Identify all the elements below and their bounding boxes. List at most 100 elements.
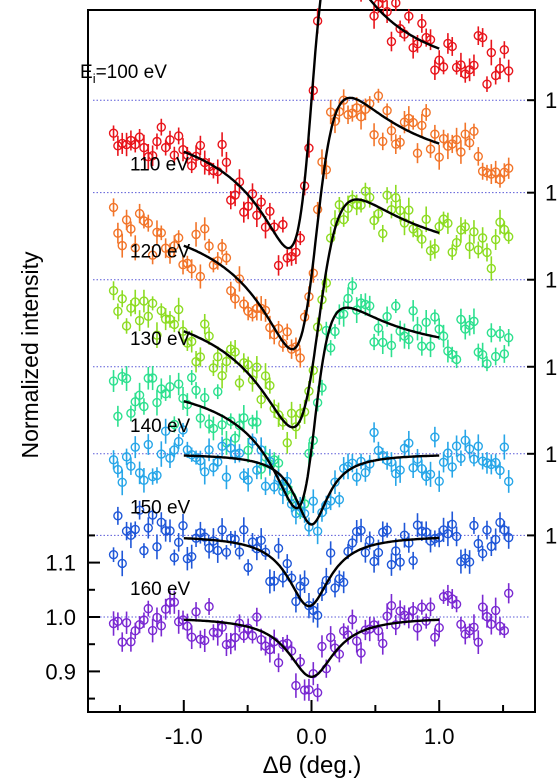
data-point — [482, 359, 492, 369]
data-point — [256, 445, 266, 455]
data-point — [108, 286, 119, 296]
data-point — [430, 432, 440, 442]
baselines — [93, 99, 530, 618]
series-label: 160 eV — [130, 579, 191, 600]
data-point — [382, 190, 392, 200]
data-point — [147, 373, 158, 383]
data-point — [425, 469, 436, 480]
data-point — [464, 444, 475, 454]
data-point — [378, 0, 388, 3]
data-point — [378, 638, 388, 649]
data-point — [486, 263, 497, 274]
data-point — [430, 312, 440, 322]
data-point — [117, 294, 127, 304]
data-point — [230, 632, 240, 643]
data-point — [382, 6, 392, 17]
data-point — [447, 247, 457, 257]
data-point — [204, 331, 214, 341]
data-point — [173, 379, 184, 389]
data-points — [108, 0, 514, 702]
data-point — [234, 547, 245, 557]
data-point — [378, 228, 388, 239]
data-point — [256, 535, 266, 546]
data-point — [456, 147, 466, 157]
data-point — [482, 525, 492, 535]
data-point — [321, 165, 332, 175]
data-point — [256, 197, 266, 207]
x-ticks: -1.0 0.0 1.0 — [118, 700, 505, 749]
data-point — [490, 234, 501, 245]
x-tick-label: 0.0 — [296, 724, 327, 749]
data-point — [477, 548, 488, 559]
data-point — [221, 472, 232, 482]
data-point — [260, 481, 271, 491]
data-point — [200, 532, 210, 542]
data-point — [204, 241, 214, 251]
data-point — [230, 347, 240, 357]
data-point — [234, 378, 245, 388]
data-point — [291, 680, 301, 691]
y-tick-label: 1.1 — [45, 551, 76, 576]
data-point — [456, 453, 466, 463]
data-point — [408, 306, 418, 316]
data-point — [178, 520, 188, 531]
data-point — [373, 91, 384, 101]
data-point — [165, 381, 175, 392]
data-point — [391, 0, 401, 8]
data-point — [234, 274, 245, 284]
data-point — [325, 343, 336, 353]
data-point — [347, 280, 358, 291]
data-point — [382, 105, 392, 116]
data-point — [243, 445, 253, 456]
data-point — [191, 385, 201, 396]
data-point — [113, 616, 123, 627]
data-point — [108, 202, 119, 213]
data-point — [143, 311, 153, 322]
data-point — [464, 557, 475, 567]
data-point — [143, 603, 153, 614]
data-point — [130, 297, 140, 307]
data-point — [156, 122, 167, 132]
data-point — [291, 247, 301, 258]
data-point — [469, 622, 479, 632]
x-tick-label: -1.0 — [165, 724, 203, 749]
data-point — [217, 370, 227, 381]
right-axis-label: 1 — [545, 181, 557, 206]
data-point — [121, 215, 132, 225]
data-point — [391, 620, 401, 630]
data-point — [265, 380, 275, 391]
data-point — [152, 397, 162, 408]
data-point — [369, 130, 379, 140]
data-point — [434, 152, 444, 162]
data-point — [282, 438, 292, 448]
data-point — [490, 351, 501, 362]
series-label: Ei=100 eV — [80, 62, 167, 86]
data-point — [438, 331, 449, 341]
data-point — [365, 192, 375, 203]
data-point — [421, 107, 431, 118]
data-point — [139, 475, 149, 486]
data-point — [325, 548, 336, 558]
data-point — [404, 11, 414, 21]
data-point — [408, 605, 418, 616]
data-point — [469, 60, 479, 71]
data-point — [213, 386, 223, 397]
data-point — [486, 619, 497, 629]
data-point — [273, 458, 284, 468]
data-point — [278, 219, 288, 230]
data-point — [191, 607, 201, 617]
data-point — [152, 136, 162, 147]
data-point — [304, 448, 314, 459]
fit-curve — [183, 536, 440, 608]
data-point — [386, 340, 397, 351]
data-point — [460, 129, 470, 139]
data-point — [169, 419, 180, 430]
data-point — [156, 449, 167, 459]
data-point — [239, 413, 249, 423]
data-point — [404, 438, 414, 448]
data-point — [425, 34, 436, 45]
data-point — [165, 526, 175, 536]
data-point — [473, 151, 483, 162]
data-point — [503, 332, 514, 343]
data-point — [473, 637, 483, 647]
